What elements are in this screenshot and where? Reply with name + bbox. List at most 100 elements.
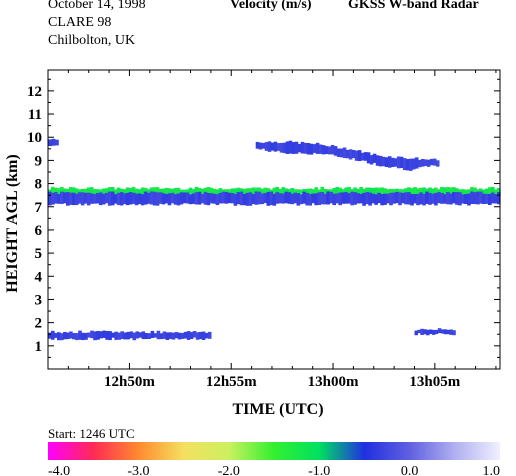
data-cell (302, 191, 306, 204)
data-cell (206, 187, 211, 195)
data-cell (71, 192, 76, 206)
data-cell (437, 189, 441, 195)
data-cell (165, 332, 170, 340)
data-cell (386, 189, 390, 196)
data-cell (198, 331, 203, 340)
data-cell (338, 192, 342, 206)
data-cell (57, 188, 61, 196)
data-cell (116, 187, 121, 195)
data-cell (344, 192, 348, 204)
y-tick-label: 11 (28, 107, 42, 123)
data-cell (279, 142, 284, 153)
data-cell (101, 188, 106, 196)
data-cell (113, 194, 118, 204)
data-cell (414, 157, 419, 169)
data-cell (180, 333, 185, 339)
data-cell (314, 193, 318, 206)
data-cell (432, 158, 437, 166)
data-cell (167, 188, 172, 197)
data-cell (440, 192, 444, 204)
data-cell (311, 193, 315, 204)
data-cell (288, 140, 293, 154)
data-cell (413, 194, 417, 204)
data-cell (407, 192, 411, 205)
data-cell (383, 188, 387, 196)
data-cell (344, 187, 348, 195)
data-cell (423, 159, 428, 166)
data-cell (86, 187, 91, 196)
data-cell (66, 332, 70, 340)
data-cell (482, 193, 486, 204)
data-cell (383, 193, 387, 205)
data-cell (386, 193, 390, 204)
data-cell (375, 155, 380, 166)
data-cell (149, 191, 154, 205)
data-cell (464, 189, 468, 196)
data-cell (257, 191, 262, 205)
data-cell (327, 146, 332, 155)
data-cell (176, 187, 181, 196)
data-cell (464, 194, 468, 204)
data-cell (122, 189, 127, 194)
data-cell (134, 193, 139, 206)
data-cell (195, 332, 200, 340)
feature-upper-cloud-fragment (48, 138, 59, 147)
data-cell (293, 192, 298, 204)
data-cell (188, 187, 193, 194)
data-cell (401, 192, 405, 204)
data-cell (387, 156, 392, 168)
data-cell (188, 194, 193, 205)
data-cell (278, 193, 283, 204)
data-cell (146, 192, 151, 204)
data-cell (227, 189, 232, 196)
data-cell (380, 193, 384, 206)
data-cell (233, 188, 238, 196)
data-cell (470, 187, 474, 195)
data-cell (140, 194, 145, 206)
data-cell (236, 192, 241, 205)
data-cell (173, 194, 178, 205)
colorbar-tick-label: -4.0 (48, 464, 70, 476)
colorbar-tick-label: 0.0 (401, 464, 419, 476)
data-cell (389, 188, 393, 197)
data-cell (132, 332, 137, 341)
data-cell (54, 192, 58, 204)
data-cell (270, 142, 275, 151)
data-cell (128, 192, 133, 205)
data-cell (123, 332, 127, 340)
data-cell (161, 193, 166, 205)
y-tick-label: 4 (35, 269, 43, 285)
data-cell (449, 187, 453, 197)
data-cell (335, 193, 339, 204)
data-cell (54, 187, 58, 197)
data-cell (290, 193, 295, 205)
data-cell (81, 332, 85, 341)
data-cell (482, 189, 486, 196)
data-cell (312, 144, 317, 153)
data-cell (260, 193, 265, 205)
data-cell (299, 189, 303, 194)
data-cell (204, 332, 209, 339)
data-cell (299, 194, 303, 205)
data-cell (449, 193, 453, 205)
data-cell (197, 191, 202, 205)
data-cell (449, 329, 453, 335)
data-cell (126, 331, 130, 340)
data-cell (258, 142, 263, 150)
data-cell (408, 158, 413, 171)
colorbar-tick-label: 1.0 (483, 464, 501, 476)
data-cell (69, 187, 73, 195)
data-cell (129, 331, 133, 339)
data-cell (411, 158, 416, 170)
data-cell (431, 193, 435, 204)
data-cell (266, 191, 271, 206)
data-cell (275, 186, 280, 195)
feature-mid-level-layer-lower-part (48, 191, 501, 206)
data-cell (435, 160, 440, 167)
data-cell (396, 156, 401, 169)
data-cell (83, 188, 88, 197)
data-cell (395, 191, 399, 204)
data-cell (273, 141, 278, 152)
data-cell (143, 191, 148, 205)
data-cell (374, 194, 378, 205)
